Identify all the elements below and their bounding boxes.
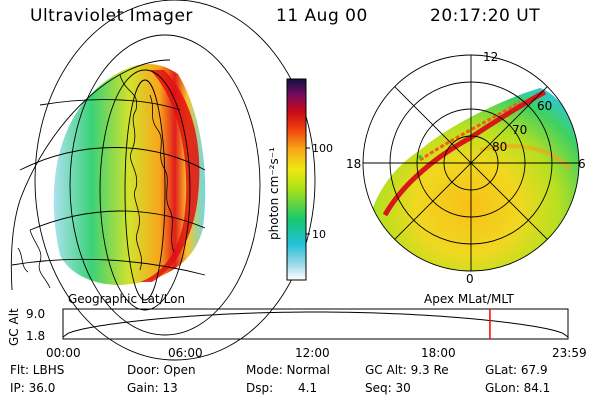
earth-limb (10, 59, 171, 291)
meridian-line (69, 34, 261, 336)
mlt-label-0: 0 (466, 272, 474, 286)
timeline-xtick-0600: 06:00 (168, 346, 203, 360)
altitude-curve (62, 311, 569, 338)
gain-label: Gain: 13 (127, 381, 178, 395)
seq-label: Seq: 30 (365, 381, 411, 395)
colorbar-tick-100: 100 (312, 142, 333, 155)
lat-label-70: 70 (512, 123, 527, 137)
date-label: 11 Aug 00 (276, 6, 368, 26)
geographic-image (10, 0, 316, 361)
timeline-xtick-1800: 18:00 (421, 346, 456, 360)
lat-label-60: 60 (537, 99, 552, 113)
time-label: 20:17:20 UT (430, 6, 541, 26)
timeline-xtick-0000: 00:00 (46, 346, 81, 360)
mlt-label-6: 6 (578, 157, 586, 171)
gc-alt-label: GC Alt: 9.3 Re (365, 363, 449, 377)
instrument-title: Ultraviolet Imager (30, 6, 193, 26)
coastline (119, 74, 142, 271)
timeline-xtick-2359: 23:59 (552, 346, 587, 360)
dsp-value: 4.1 (298, 381, 318, 395)
polar-emission (368, 88, 579, 271)
timeline-ytick-bottom: 1.8 (26, 329, 45, 343)
ip-label: IP: 36.0 (10, 381, 56, 395)
colorbar: 100 10 photon cm⁻²s⁻¹ (267, 78, 333, 281)
aurora-oval-band (140, 70, 200, 282)
lat-label-80: 80 (492, 140, 507, 154)
dsp-label: Dsp: (246, 381, 274, 395)
colorbar-gradient (286, 78, 307, 281)
filter-label: Flt: LBHS (10, 363, 65, 377)
colorbar-unit-label: photon cm⁻²s⁻¹ (267, 147, 281, 240)
timeline-ylabel: GC Alt (7, 308, 21, 346)
glon-label: GLon: 84.1 (485, 381, 551, 395)
timeline-ytick-top: 9.0 (26, 307, 45, 321)
mlt-label-12: 12 (483, 50, 498, 64)
right-caption: Apex MLat/MLT (424, 292, 514, 306)
polar-plot: 12 18 6 0 60 70 80 (346, 50, 586, 286)
timeline-xtick-1200: 12:00 (295, 346, 330, 360)
left-caption: Geographic Lat/Lon (68, 292, 185, 306)
door-label: Door: Open (127, 363, 196, 377)
colorbar-tick-10: 10 (312, 228, 326, 241)
mlt-label-18: 18 (346, 157, 361, 171)
glat-label: GLat: 67.9 (485, 363, 548, 377)
timeline-frame (62, 308, 569, 340)
mode-label: Mode: Normal (246, 363, 330, 377)
auroral-emission (53, 64, 206, 285)
timeline-plot: GC Alt 9.0 1.8 00:00 06:00 12:00 18:00 2… (7, 307, 587, 360)
